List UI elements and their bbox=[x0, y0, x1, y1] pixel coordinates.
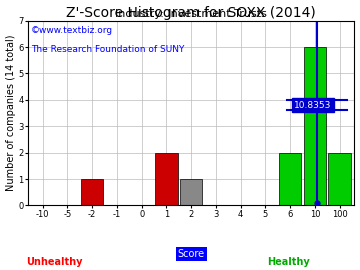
Bar bbox=[155, 153, 177, 205]
Bar bbox=[304, 47, 326, 205]
Text: The Research Foundation of SUNY: The Research Foundation of SUNY bbox=[31, 45, 185, 54]
Text: Unhealthy: Unhealthy bbox=[26, 257, 82, 267]
Bar bbox=[81, 179, 103, 205]
Bar bbox=[328, 153, 351, 205]
Y-axis label: Number of companies (14 total): Number of companies (14 total) bbox=[5, 35, 15, 191]
Text: Healthy: Healthy bbox=[267, 257, 309, 267]
Bar bbox=[180, 179, 202, 205]
Text: ©www.textbiz.org: ©www.textbiz.org bbox=[31, 26, 113, 35]
Text: Score: Score bbox=[177, 249, 205, 259]
Text: Industry: Investment Trusts: Industry: Investment Trusts bbox=[115, 9, 267, 19]
Text: 10.8353: 10.8353 bbox=[294, 101, 332, 110]
Bar bbox=[279, 153, 301, 205]
Title: Z'-Score Histogram for SOXX (2014): Z'-Score Histogram for SOXX (2014) bbox=[66, 6, 316, 19]
